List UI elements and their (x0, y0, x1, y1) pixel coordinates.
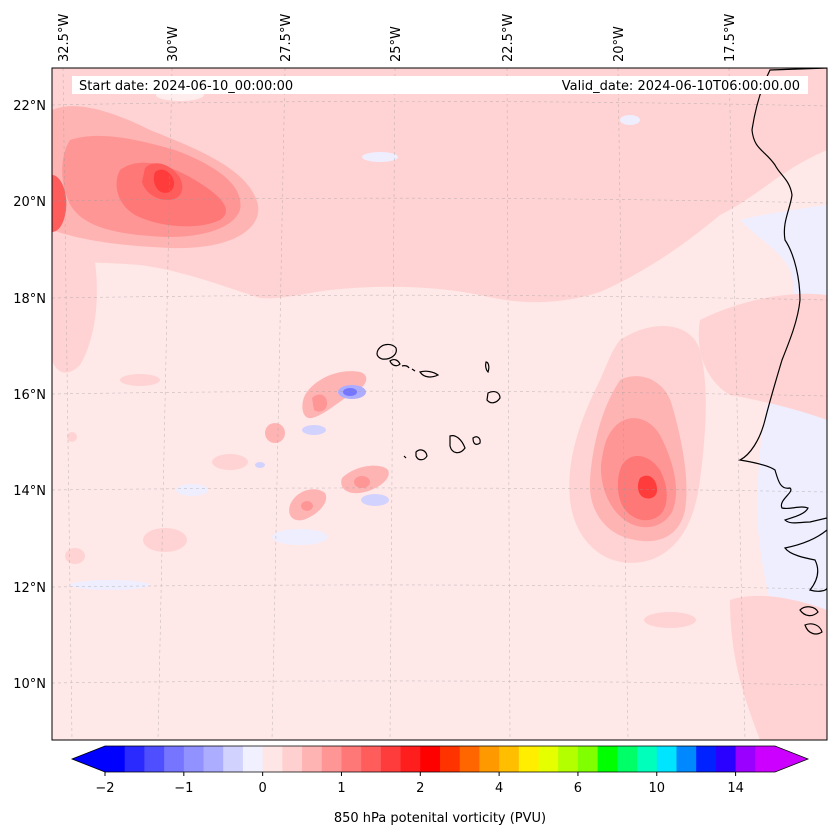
colorbar-extend-min (72, 746, 105, 772)
map-panel (52, 68, 827, 740)
colorbar-tick-label: 4 (495, 781, 503, 796)
colorbar-swatch (715, 746, 737, 772)
lat-label-14n: 14°N (13, 484, 46, 499)
lon-label-25w: 25°W (389, 26, 404, 62)
colorbar-swatch (203, 746, 224, 772)
colorbar-swatch (223, 746, 244, 772)
colorbar-label: 850 hPa potenital vorticity (PVU) (334, 811, 546, 826)
colorbar-swatch (105, 746, 126, 772)
lon-label-20w: 20°W (612, 26, 627, 62)
colorbar-swatch (597, 746, 618, 772)
pv-positive-coast (730, 595, 827, 740)
lat-label-10n: 10°N (13, 677, 46, 692)
start-date-label: Start date: 2024-06-10_00:00:00 (79, 79, 293, 94)
lon-label-30w: 30°W (166, 26, 181, 62)
pv-max-southeast (569, 326, 706, 563)
lat-label-16n: 16°N (13, 388, 46, 403)
lon-label-22-5w: 22.5°W (501, 14, 516, 62)
map-frame (51, 67, 828, 741)
colorbar-swatch (499, 746, 520, 772)
latitude-labels: 22°N 20°N 18°N 16°N 14°N 12°N 10°N (13, 99, 46, 692)
colorbar-swatch (538, 746, 559, 772)
colorbar-swatch (262, 746, 283, 772)
colorbar-swatch (577, 746, 599, 772)
colorbar-swatch (656, 746, 677, 772)
colorbar-swatch (420, 746, 441, 772)
coastlines (376, 68, 827, 635)
cape-verde-islands (376, 343, 501, 461)
colorbar-tick-label: 0 (259, 781, 267, 796)
colorbar-swatch (676, 746, 697, 772)
colorbar-tick-label: −1 (174, 781, 193, 796)
lat-label-18n: 18°N (13, 292, 46, 307)
colorbar-tick-label: 2 (416, 781, 424, 796)
longitude-labels: 32.5°W 30°W 27.5°W 25°W 22.5°W 20°W 17.5… (57, 14, 738, 62)
pv-band-north (52, 68, 827, 303)
pv-band-north-2 (52, 262, 97, 373)
colorbar-tick-label: 1 (337, 781, 345, 796)
colorbar-tick-label: 14 (727, 781, 744, 796)
colorbar-swatch (479, 746, 500, 772)
colorbar-swatch (440, 746, 461, 772)
colorbar-swatch (380, 746, 402, 772)
colorbar-swatch (735, 746, 756, 772)
colorbar-swatch (400, 746, 421, 772)
colorbar-swatch (183, 746, 205, 772)
gridlines (52, 68, 827, 740)
colorbar-swatch (124, 746, 145, 772)
lon-label-32-5w: 32.5°W (57, 14, 72, 62)
lat-label-12n: 12°N (13, 581, 46, 596)
colorbar-swatch (144, 746, 165, 772)
colorbar-swatch (617, 746, 638, 772)
african-coastline (738, 68, 827, 524)
colorbar-swatch (696, 746, 717, 772)
lat-label-22n: 22°N (13, 99, 46, 114)
coastline-south (783, 529, 827, 592)
header-box (72, 76, 808, 94)
colorbar-swatch (518, 746, 540, 772)
valid-date-label: Valid_date: 2024-06-10T06:00:00.00 (562, 79, 800, 94)
colorbar-swatch (361, 746, 382, 772)
lon-label-27-5w: 27.5°W (279, 14, 294, 62)
colorbar-swatch (302, 746, 323, 772)
colorbar-tick-label: −2 (95, 781, 114, 796)
pv-dipoles-cape-verde (65, 89, 696, 628)
lat-label-20n: 20°N (13, 195, 46, 210)
lon-label-17-5w: 17.5°W (723, 14, 738, 62)
colorbar-swatch (459, 746, 480, 772)
pv-max-northwest (52, 106, 259, 249)
colorbar: −2 −1 0 1 2 4 6 10 14 (70, 745, 810, 796)
colorbar-swatch (558, 746, 579, 772)
coastline-bijagos (799, 606, 823, 635)
colorbar-swatch (282, 746, 303, 772)
colorbar-swatch (755, 746, 776, 772)
colorbar-swatch (637, 746, 658, 772)
colorbar-tick-label: 6 (574, 781, 582, 796)
colorbar-swatch (341, 746, 362, 772)
colorbar-swatch (242, 746, 264, 772)
colorbar-tick-label: 10 (648, 781, 665, 796)
colorbar-extend-max (775, 746, 808, 772)
colorbar-swatch (164, 746, 185, 772)
colorbar-swatch (321, 746, 342, 772)
